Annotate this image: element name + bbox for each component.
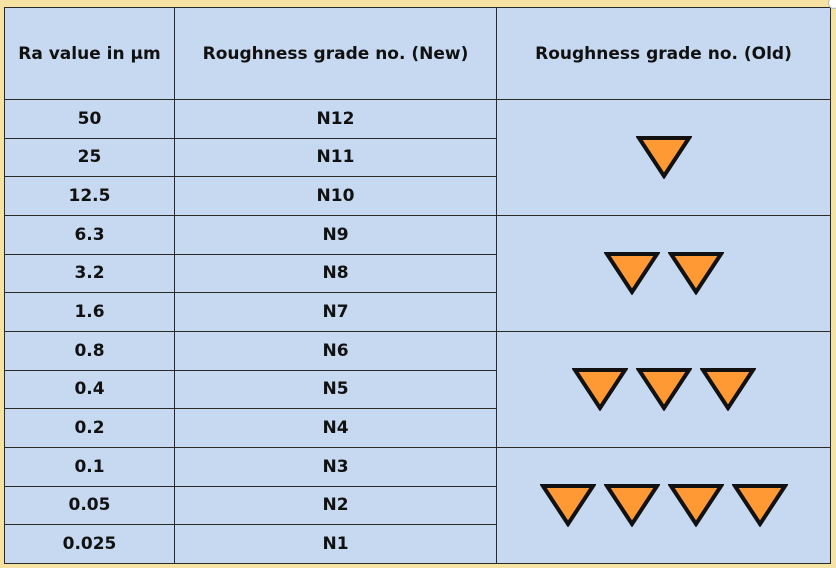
grade-new-cell: N2 [174,485,497,526]
grade-new-cell: N10 [174,176,497,216]
table-row: 0.4 N5 [4,369,831,410]
ra-value-cell: 0.8 [4,330,175,371]
triangle-group [497,367,830,412]
machining-triangle-icon [667,252,724,296]
corner-handle [828,0,836,9]
table-row: 0.1 N3 [4,446,831,565]
machining-triangle-icon [571,368,628,412]
table-row: 25 N11 [4,137,831,178]
header-grade-new: Roughness grade no. (New) [174,7,497,100]
grade-new-cell: N4 [174,408,497,448]
triangle-group [497,251,830,296]
grade-new-cell: N6 [174,330,497,371]
grade-new-cell: N5 [174,369,497,410]
grade-new-cell: N11 [174,137,497,178]
grade-old-cell [496,214,831,332]
grade-new-cell: N12 [174,99,497,139]
grade-new-cell: N3 [174,446,497,487]
ra-value-cell: 3.2 [4,253,175,294]
table-body: 50 N12 25 N11 12.5 N10 6.3 N9 3.2 N8 1.6 N7 0.8 N6 0.4… [4,99,831,565]
table-row: 6.3 N9 [4,214,831,332]
table-row: 0.05 N2 [4,485,831,526]
machining-triangle-icon [731,484,788,528]
header-grade-old: Roughness grade no. (Old) [496,7,831,100]
header-ra-value: Ra value in µm [4,7,175,100]
ra-value-cell: 0.1 [4,446,175,487]
grade-new-cell: N8 [174,253,497,294]
ra-value-cell: 12.5 [4,176,175,216]
roughness-table: Ra value in µm Roughness grade no. (New)… [4,7,831,565]
table-row: 3.2 N8 [4,253,831,294]
ra-value-cell: 25 [4,137,175,178]
machining-triangle-icon [539,484,596,528]
table-row: 0.2 N4 [4,408,831,448]
machining-triangle-icon [603,252,660,296]
grade-new-cell: N9 [174,214,497,255]
table-row: 12.5 N10 [4,176,831,216]
ra-value-cell: 0.2 [4,408,175,448]
ra-value-cell: 50 [4,99,175,139]
grade-old-cell [496,99,831,216]
table-row: 0.8 N6 [4,330,831,448]
ra-value-cell: 0.05 [4,485,175,526]
table-row: 1.6 N7 [4,292,831,332]
grade-new-cell: N7 [174,292,497,332]
table-row: 0.025 N1 [4,524,831,564]
grade-new-cell: N1 [174,524,497,564]
ra-value-cell: 0.4 [4,369,175,410]
machining-triangle-icon [603,484,660,528]
triangle-group [497,483,830,528]
grade-old-cell [496,330,831,448]
grade-old-cell [496,446,831,565]
machining-triangle-icon [635,368,692,412]
machining-triangle-icon [667,484,724,528]
triangle-group [497,135,830,180]
machining-triangle-icon [699,368,756,412]
machining-triangle-icon [635,136,692,180]
table-row: 50 N12 [4,99,831,216]
ra-value-cell: 6.3 [4,214,175,255]
ra-value-cell: 0.025 [4,524,175,564]
header-row: Ra value in µm Roughness grade no. (New)… [4,7,831,100]
ra-value-cell: 1.6 [4,292,175,332]
